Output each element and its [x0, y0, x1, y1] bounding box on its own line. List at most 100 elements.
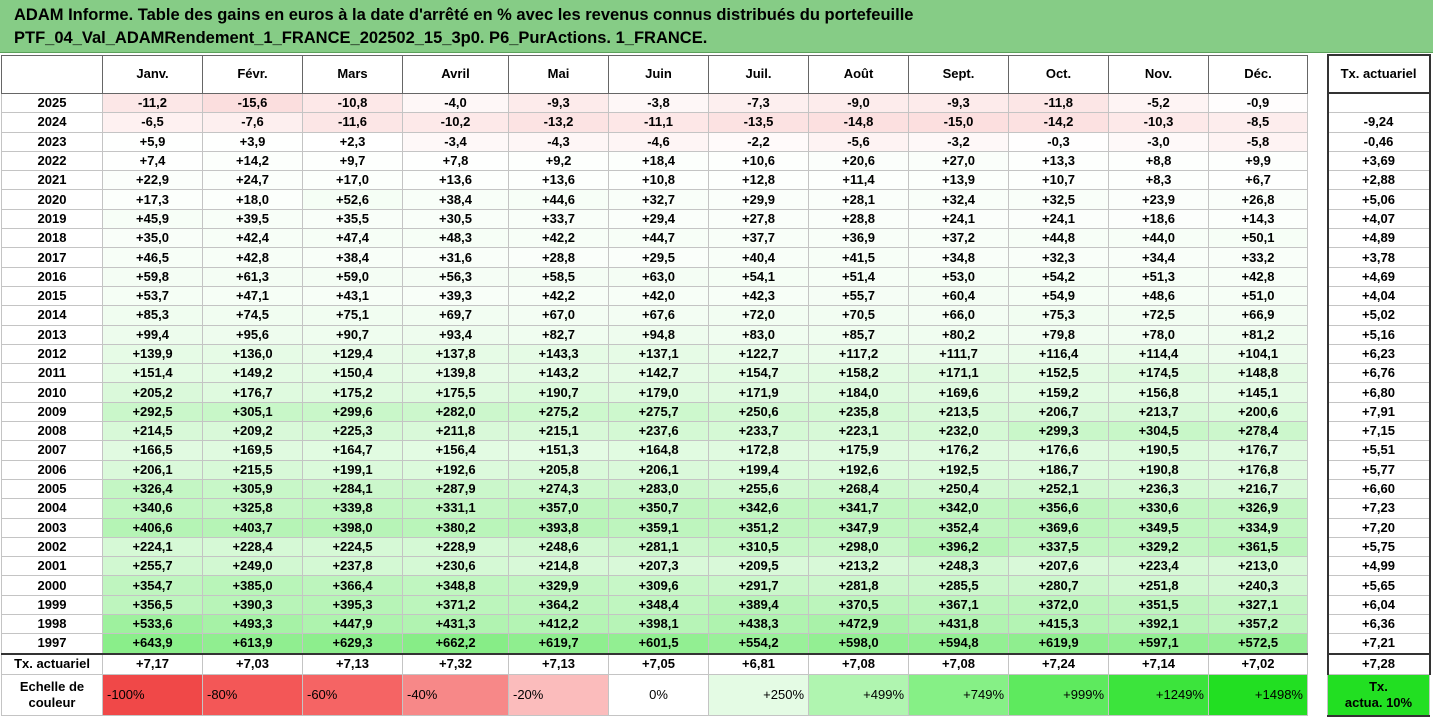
value-cell: +228,4	[202, 536, 303, 558]
value-cell: +190,7	[508, 382, 609, 403]
value-cell: +298,0	[808, 536, 909, 558]
legend-swatch: 0%	[608, 673, 709, 717]
value-cell: +594,8	[908, 633, 1009, 655]
value-cell: +10,6	[708, 150, 809, 172]
value-cell: +156,4	[402, 440, 509, 461]
value-cell: +159,2	[1008, 382, 1109, 403]
value-cell: +69,7	[402, 305, 509, 326]
legend-label-line2: couleur	[28, 694, 76, 710]
value-cell: +94,8	[608, 324, 709, 345]
value-cell: +598,0	[808, 633, 909, 655]
gap-cell	[1307, 286, 1328, 306]
value-cell: +613,9	[202, 633, 303, 655]
year-cell: 2005	[1, 478, 103, 500]
value-cell: +13,3	[1008, 150, 1109, 172]
value-cell: +156,8	[1108, 382, 1209, 403]
value-cell: +385,0	[202, 575, 303, 596]
value-cell: +38,4	[402, 189, 509, 210]
value-cell: -14,2	[1008, 112, 1109, 133]
value-cell: +175,5	[402, 382, 509, 403]
legend-swatch: -20%	[508, 673, 609, 717]
annual-cell: +6,04	[1326, 594, 1431, 616]
year-cell: 2015	[1, 285, 103, 307]
value-cell: +42,0	[608, 285, 709, 307]
value-cell: +17,0	[302, 170, 403, 191]
value-cell: -10,2	[402, 112, 509, 133]
month-header: Déc.	[1208, 54, 1308, 94]
table-row: 2004 +340,6 +325,8 +339,8 +331,1 +357,0 +350,7…	[1, 498, 1431, 519]
value-cell: +211,8	[402, 421, 509, 442]
value-cell: +369,6	[1008, 517, 1109, 538]
value-cell: +122,7	[708, 343, 809, 365]
value-cell: -5,6	[808, 131, 909, 152]
value-cell: +85,7	[808, 324, 909, 345]
value-cell: +42,8	[1208, 266, 1308, 287]
value-cell: +310,5	[708, 536, 809, 558]
value-cell: +158,2	[808, 363, 909, 384]
value-cell: +305,1	[202, 401, 303, 423]
value-cell: +352,4	[908, 517, 1009, 538]
value-cell: +9,7	[302, 150, 403, 172]
value-cell: +9,2	[508, 150, 609, 172]
value-cell: +192,6	[402, 459, 509, 480]
value-cell: +278,4	[1208, 421, 1308, 442]
tx-label: Tx. actuariel	[1, 652, 103, 675]
value-cell: +174,5	[1108, 363, 1209, 384]
value-cell: +305,9	[202, 478, 303, 500]
value-cell: +10,7	[1008, 170, 1109, 191]
value-cell: +151,4	[102, 363, 203, 384]
value-cell: +6,7	[1208, 170, 1308, 191]
value-cell: +117,2	[808, 343, 909, 365]
value-cell: +63,0	[608, 266, 709, 287]
value-cell: +58,5	[508, 266, 609, 287]
value-cell: +59,8	[102, 266, 203, 287]
value-cell: +116,4	[1008, 343, 1109, 365]
value-cell: +11,4	[808, 170, 909, 191]
value-cell: +348,4	[608, 594, 709, 616]
year-cell: 2014	[1, 305, 103, 326]
gap-cell	[1307, 132, 1328, 152]
gap-cell	[1307, 498, 1328, 519]
annual-cell: +5,16	[1326, 324, 1431, 345]
value-cell: +164,8	[608, 440, 709, 461]
value-cell: +9,9	[1208, 150, 1308, 172]
year-cell: 2004	[1, 498, 103, 519]
value-cell: +45,9	[102, 208, 203, 230]
value-cell: +169,5	[202, 440, 303, 461]
value-cell: +398,0	[302, 517, 403, 538]
value-cell: +390,3	[202, 594, 303, 616]
value-cell: +357,2	[1208, 614, 1308, 635]
annual-cell: +2,88	[1326, 170, 1431, 191]
legend-label: Echelle de couleur	[1, 673, 103, 717]
value-cell: +356,5	[102, 594, 203, 616]
annual-cell	[1326, 92, 1431, 114]
value-cell: +24,7	[202, 170, 303, 191]
value-cell: -10,8	[302, 92, 403, 114]
gap-cell	[1307, 556, 1328, 576]
value-cell: +431,3	[402, 614, 509, 635]
annual-cell: -9,24	[1326, 112, 1431, 133]
value-cell: +275,2	[508, 401, 609, 423]
value-cell: +367,1	[908, 594, 1009, 616]
value-cell: +327,1	[1208, 594, 1308, 616]
value-cell: +33,7	[508, 208, 609, 230]
value-cell: +275,7	[608, 401, 709, 423]
value-cell: +472,9	[808, 614, 909, 635]
value-cell: +340,6	[102, 498, 203, 519]
annual-cell: +4,89	[1326, 228, 1431, 249]
table-row: 2011 +151,4 +149,2 +150,4 +139,8 +143,2 +142,7…	[1, 363, 1431, 384]
value-cell: -2,2	[708, 131, 809, 152]
value-cell: +176,8	[1208, 459, 1308, 480]
value-cell: +150,4	[302, 363, 403, 384]
value-cell: +619,9	[1008, 633, 1109, 655]
value-cell: +34,8	[908, 247, 1009, 268]
value-cell: +172,8	[708, 440, 809, 461]
year-cell: 2018	[1, 228, 103, 249]
value-cell: +7,8	[402, 150, 509, 172]
value-cell: +438,3	[708, 614, 809, 635]
month-header: Juin	[608, 54, 709, 94]
value-cell: +431,8	[908, 614, 1009, 635]
gap-cell	[1307, 325, 1328, 345]
value-cell: +47,4	[302, 228, 403, 249]
value-cell: +51,0	[1208, 285, 1308, 307]
